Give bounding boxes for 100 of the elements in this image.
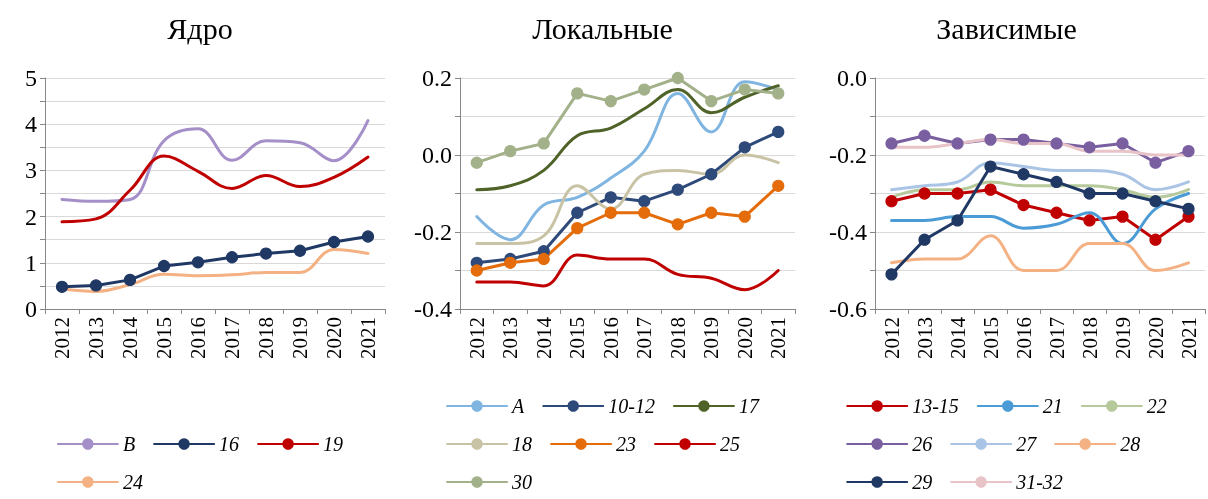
y-tick-label: 0: [25, 296, 37, 322]
point: [738, 83, 751, 96]
point: [705, 168, 718, 181]
x-tick-label: 2016: [1011, 317, 1036, 359]
point: [1116, 210, 1129, 223]
x-tick-label: 2020: [322, 317, 346, 359]
legend-label: 19: [323, 433, 344, 455]
point: [885, 195, 898, 208]
legend-label: 22: [1146, 395, 1167, 417]
x-tick-label: 2013: [912, 317, 937, 359]
y-tick-label: -0.2: [414, 219, 452, 245]
point: [537, 252, 550, 266]
legend-label: 24: [122, 471, 143, 493]
point: [157, 259, 171, 273]
legend-label: 31-32: [1015, 471, 1063, 493]
x-tick-label: 2019: [1110, 317, 1135, 359]
x-tick-label: 2018: [1077, 317, 1102, 359]
point: [571, 206, 584, 219]
x-tick-label: 2019: [699, 317, 724, 359]
point: [1149, 233, 1162, 246]
x-tick-label: 2012: [50, 317, 74, 359]
point: [671, 218, 684, 231]
point: [604, 206, 617, 219]
x-tick-label: 2017: [1044, 317, 1069, 359]
y-tick-label: -0.6: [829, 296, 867, 322]
line-series: [890, 192, 1190, 246]
point: [918, 187, 931, 200]
point: [738, 210, 751, 223]
line-series: [890, 234, 1190, 272]
x-tick-label: 2013: [84, 317, 108, 359]
point: [1050, 175, 1063, 189]
x-tick-label: 2018: [254, 317, 278, 359]
point: [504, 145, 517, 158]
point: [705, 95, 718, 108]
x-tick-label: 2015: [152, 317, 176, 359]
y-tick-label: 0.0: [422, 142, 452, 168]
y-tick-label: -0.4: [414, 296, 452, 322]
point: [293, 244, 307, 257]
point: [191, 256, 205, 269]
point: [1149, 195, 1162, 208]
legend-label: 30: [511, 471, 533, 493]
x-tick-label: 2017: [632, 317, 657, 359]
point: [1182, 145, 1195, 158]
point: [327, 235, 341, 249]
point: [885, 268, 898, 281]
point: [123, 273, 137, 286]
y-tick-label: 0.0: [837, 65, 867, 91]
x-tick-label: 2016: [186, 317, 210, 359]
point: [885, 137, 898, 150]
point: [571, 87, 584, 100]
legend-label: 27: [1016, 433, 1038, 455]
y-tick-label: 5: [25, 65, 37, 91]
chart-title: Зависимые: [936, 11, 1077, 45]
x-tick-label: 2013: [498, 317, 523, 359]
point: [1050, 206, 1063, 219]
x-tick-label: 2020: [1143, 317, 1168, 359]
point: [638, 206, 651, 219]
y-tick-label: 0.2: [422, 65, 452, 91]
point: [951, 214, 964, 227]
point: [470, 156, 483, 169]
point: [604, 95, 617, 108]
point: [638, 195, 651, 208]
x-tick-label: 2019: [288, 317, 312, 359]
line-series: [60, 154, 370, 224]
x-tick-label: 2021: [356, 317, 380, 359]
point: [918, 233, 931, 246]
legend-label: B: [122, 433, 136, 455]
legend-label: 17: [738, 395, 760, 417]
x-tick-label: 2021: [766, 317, 791, 359]
point: [772, 87, 785, 100]
legend-label: 21: [1042, 395, 1063, 417]
legend-label: 16: [219, 433, 240, 455]
legend-label: 23: [616, 433, 637, 455]
point: [738, 141, 751, 154]
point: [951, 187, 964, 200]
y-tick-label: 1: [25, 249, 37, 276]
point: [984, 183, 997, 196]
x-tick-label: 2012: [879, 317, 904, 359]
legend-label: 29: [912, 471, 933, 493]
point: [984, 160, 997, 173]
x-tick-label: 2012: [464, 317, 489, 359]
point: [1017, 198, 1030, 212]
x-tick-label: 2014: [118, 316, 142, 359]
x-tick-label: 2016: [598, 317, 623, 359]
legend-label: 25: [720, 433, 741, 455]
point: [1116, 137, 1129, 150]
point: [1083, 214, 1096, 227]
point: [772, 179, 785, 192]
legend-label: A: [510, 395, 526, 417]
point: [1083, 141, 1096, 154]
point: [225, 251, 239, 264]
y-tick-label: 2: [25, 203, 37, 230]
point: [671, 71, 684, 85]
point: [705, 206, 718, 219]
point: [671, 183, 684, 196]
y-tick-label: -0.2: [829, 142, 867, 168]
x-tick-label: 2014: [945, 316, 970, 359]
y-tick-label: 4: [25, 111, 37, 138]
point: [604, 191, 617, 204]
legend-label: 10-12: [608, 395, 655, 417]
